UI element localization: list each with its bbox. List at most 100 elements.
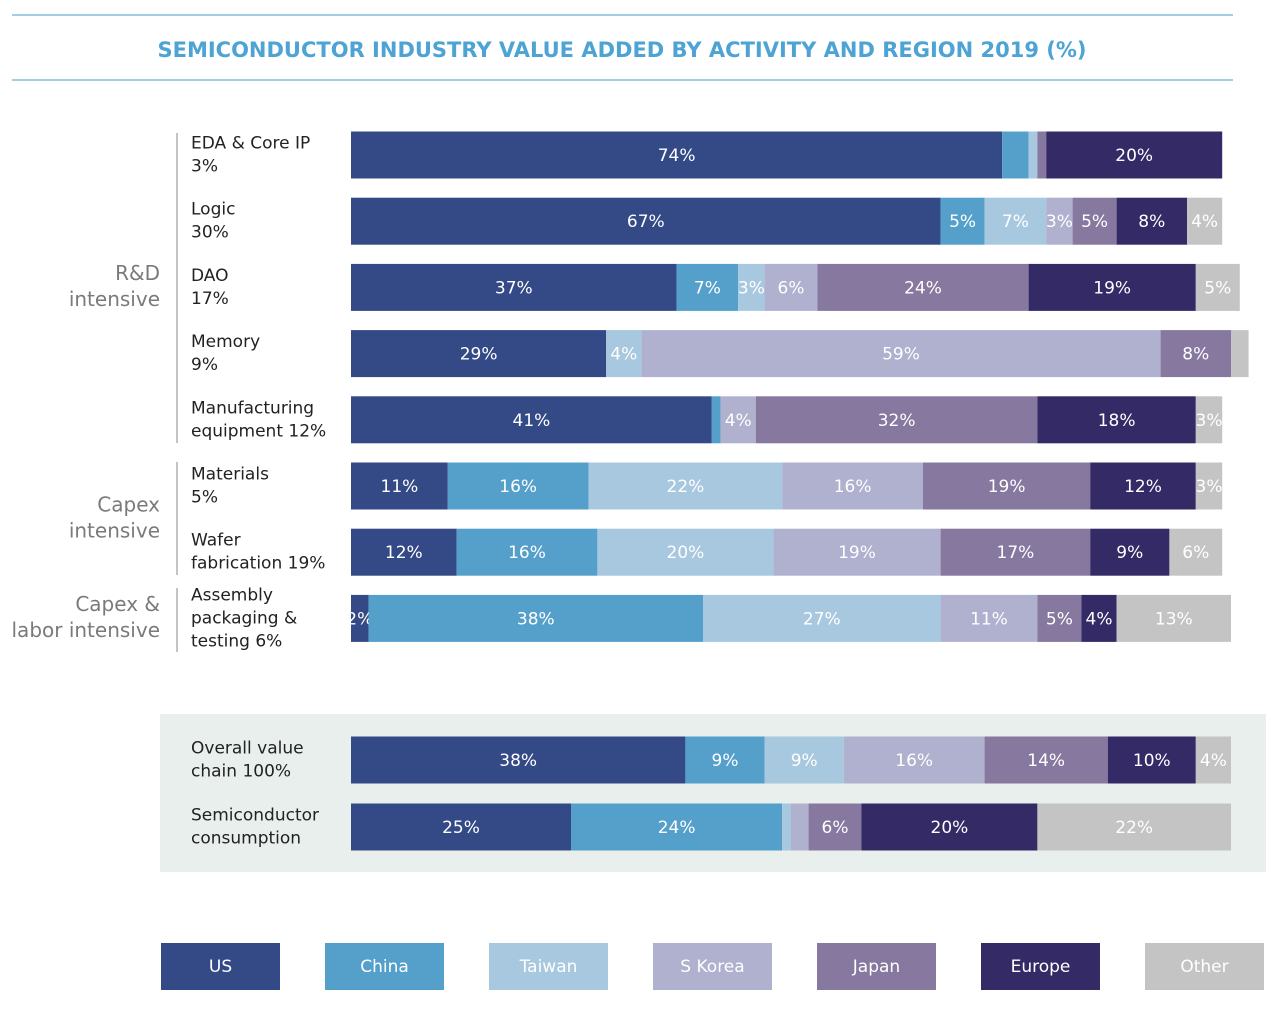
value-label: 7% (1002, 212, 1029, 232)
row-label: Semiconductor (191, 806, 319, 826)
value-label: 38% (499, 751, 537, 771)
bar-segment (1187, 197, 1223, 245)
bar-segment (1160, 330, 1231, 378)
value-label: 12% (1124, 477, 1162, 497)
value-label: 13% (1155, 609, 1193, 629)
value-label: 3% (1196, 477, 1223, 497)
bar-segment (1046, 131, 1223, 179)
value-label: 16% (895, 751, 933, 771)
bar-segment (606, 330, 642, 378)
value-label: 5% (1204, 278, 1231, 298)
bar-segment (351, 131, 1003, 179)
row-label: Overall value (191, 739, 304, 759)
value-label: 67% (627, 212, 665, 232)
row-label: consumption (191, 829, 301, 849)
bar-segment (984, 736, 1108, 784)
bar-segment (1037, 594, 1082, 642)
bar-segment (1116, 594, 1231, 642)
bar-segment (940, 594, 1038, 642)
value-label: 3% (1046, 212, 1073, 232)
value-label: 11% (381, 477, 419, 497)
row-label: equipment 12% (191, 421, 326, 441)
bar-segment (782, 462, 923, 510)
value-label: 9% (712, 751, 739, 771)
value-label: 19% (838, 543, 876, 563)
value-label: 6% (778, 278, 805, 298)
value-label: 4% (1191, 212, 1218, 232)
bar-segment (368, 594, 703, 642)
value-label: 8% (1182, 345, 1209, 365)
group-label: labor intensive (12, 618, 161, 642)
bar-segment (764, 736, 844, 784)
bar-segment (861, 803, 1038, 851)
bar-segment (817, 263, 1029, 311)
group-label: Capex & (75, 592, 160, 616)
row-label: 9% (191, 355, 218, 375)
bar-segment (1090, 462, 1196, 510)
row-label: Wafer (191, 531, 241, 551)
row-label: chain 100% (191, 762, 291, 782)
value-label: 9% (1116, 543, 1143, 563)
bar-segment (351, 736, 686, 784)
value-label: 2% (346, 609, 373, 629)
value-label: 22% (1115, 818, 1153, 838)
bar-segment (773, 528, 941, 576)
bar-segment (1090, 528, 1170, 576)
bar-segment (351, 528, 457, 576)
bar-segment (447, 462, 589, 510)
bar-segment (703, 594, 941, 642)
value-label: 16% (508, 543, 546, 563)
bar-segment (351, 396, 712, 444)
legend-swatch (981, 943, 1100, 990)
row-label: testing 6% (191, 631, 282, 651)
legend-label: China (360, 957, 409, 977)
bar-segment (1195, 462, 1223, 510)
value-label: 20% (931, 818, 969, 838)
legend-label: US (209, 957, 232, 977)
row-label: DAO (191, 266, 229, 286)
bar-segment (1046, 197, 1073, 245)
value-label: 16% (499, 477, 537, 497)
value-label: 22% (667, 477, 705, 497)
bar-segment (571, 803, 783, 851)
bar-segment (843, 736, 985, 784)
bar-segment (940, 197, 985, 245)
bar-segment (351, 803, 571, 851)
value-label: 19% (1093, 278, 1131, 298)
value-label: 12% (385, 543, 423, 563)
value-label: 6% (1182, 543, 1209, 563)
legend-swatch (1145, 943, 1264, 990)
legend-label: Japan (852, 957, 900, 977)
value-label: 37% (495, 278, 533, 298)
legend-swatch (653, 943, 772, 990)
value-label: 17% (997, 543, 1035, 563)
value-label: 4% (725, 411, 752, 431)
row-label: packaging & (191, 608, 297, 628)
value-label: 24% (658, 818, 696, 838)
value-label: 19% (988, 477, 1026, 497)
row-label: 30% (191, 223, 229, 243)
value-label: 9% (791, 751, 818, 771)
bar-segment (1195, 736, 1231, 784)
row-label: Memory (191, 332, 260, 352)
value-label: 20% (1115, 146, 1153, 166)
bar-segment (685, 736, 765, 784)
group-label: Capex (97, 493, 160, 517)
row-label: EDA & Core IP (191, 134, 310, 154)
bar-segment (676, 263, 739, 311)
bar-segment (1081, 594, 1117, 642)
value-label: 6% (822, 818, 849, 838)
value-label: 11% (970, 609, 1008, 629)
bar-segment (1072, 197, 1117, 245)
legend-label: Other (1180, 957, 1228, 977)
value-label: 4% (1086, 609, 1113, 629)
legend-label: Europe (1011, 957, 1071, 977)
value-label: 3% (738, 278, 765, 298)
bar-segment (1028, 131, 1038, 179)
row-label: Manufacturing (191, 398, 314, 418)
value-label: 5% (1081, 212, 1108, 232)
bar-segment (720, 396, 756, 444)
value-label: 18% (1098, 411, 1136, 431)
bar-segment (738, 263, 765, 311)
legend-label: S Korea (680, 957, 744, 977)
